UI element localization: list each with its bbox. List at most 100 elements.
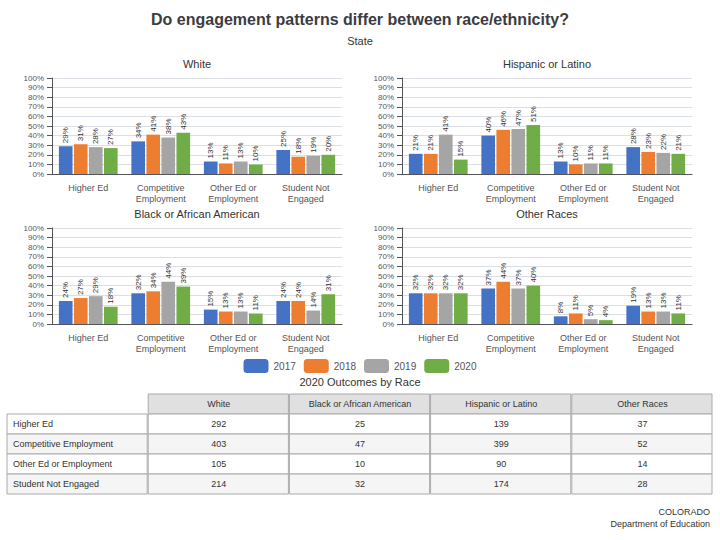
- svg-text:37%: 37%: [484, 269, 493, 285]
- svg-text:Do engagement patterns differ: Do engagement patterns differ between ra…: [151, 11, 569, 28]
- svg-text:80%: 80%: [28, 243, 44, 252]
- svg-text:Higher Ed: Higher Ed: [13, 419, 53, 429]
- svg-text:Competitive Employment: Competitive Employment: [13, 439, 114, 449]
- svg-text:Engaged: Engaged: [638, 194, 674, 204]
- svg-text:Competitive: Competitive: [137, 183, 185, 193]
- svg-text:60%: 60%: [28, 112, 44, 121]
- svg-text:34%: 34%: [149, 272, 158, 288]
- svg-text:32%: 32%: [134, 274, 143, 290]
- svg-text:44%: 44%: [499, 263, 508, 279]
- svg-text:13%: 13%: [236, 293, 245, 309]
- svg-text:50%: 50%: [378, 272, 394, 281]
- svg-text:40%: 40%: [378, 131, 394, 140]
- svg-text:13%: 13%: [659, 293, 668, 309]
- svg-text:Student Not: Student Not: [632, 183, 680, 193]
- svg-text:25%: 25%: [279, 131, 288, 147]
- svg-text:Competitive: Competitive: [487, 333, 535, 343]
- svg-text:Department of Education: Department of Education: [610, 519, 710, 529]
- svg-text:30%: 30%: [28, 141, 44, 150]
- svg-text:80%: 80%: [28, 93, 44, 102]
- svg-text:Competitive: Competitive: [137, 333, 185, 343]
- svg-text:52: 52: [637, 439, 647, 449]
- svg-text:10%: 10%: [571, 145, 580, 161]
- svg-text:Student Not: Student Not: [282, 183, 330, 193]
- svg-text:Other Ed or: Other Ed or: [560, 183, 607, 193]
- svg-text:Employment: Employment: [208, 194, 259, 204]
- svg-text:28: 28: [637, 479, 647, 489]
- svg-text:11%: 11%: [674, 295, 683, 310]
- svg-text:Other Ed or: Other Ed or: [210, 183, 257, 193]
- svg-text:2020 Outcomes by Race: 2020 Outcomes by Race: [299, 376, 420, 388]
- svg-text:19%: 19%: [629, 287, 638, 303]
- svg-text:70%: 70%: [378, 252, 394, 261]
- svg-text:100%: 100%: [374, 74, 394, 83]
- svg-text:24%: 24%: [61, 282, 70, 298]
- svg-text:COLORADO: COLORADO: [658, 507, 710, 517]
- svg-text:Employment: Employment: [558, 344, 609, 354]
- svg-text:20%: 20%: [378, 300, 394, 309]
- svg-text:11%: 11%: [601, 145, 610, 160]
- svg-text:43%: 43%: [179, 114, 188, 130]
- svg-text:22%: 22%: [659, 134, 668, 150]
- svg-text:2019: 2019: [394, 361, 417, 372]
- svg-text:28%: 28%: [91, 128, 100, 144]
- svg-text:Employment: Employment: [558, 194, 609, 204]
- svg-text:Other Ed or: Other Ed or: [560, 333, 607, 343]
- svg-text:13%: 13%: [236, 143, 245, 159]
- svg-text:41%: 41%: [149, 116, 158, 132]
- svg-text:32%: 32%: [456, 274, 465, 290]
- svg-text:15%: 15%: [206, 291, 215, 307]
- svg-text:30%: 30%: [378, 141, 394, 150]
- svg-text:90%: 90%: [378, 83, 394, 92]
- svg-text:139: 139: [494, 419, 509, 429]
- svg-text:40%: 40%: [378, 281, 394, 290]
- svg-text:28%: 28%: [629, 128, 638, 144]
- svg-text:11%: 11%: [571, 295, 580, 310]
- svg-text:90%: 90%: [378, 233, 394, 242]
- svg-text:15%: 15%: [456, 141, 465, 157]
- svg-text:10%: 10%: [28, 310, 44, 319]
- svg-text:31%: 31%: [324, 275, 333, 291]
- svg-text:30%: 30%: [28, 291, 44, 300]
- svg-text:4%: 4%: [601, 306, 610, 318]
- svg-text:10%: 10%: [28, 160, 44, 169]
- svg-text:292: 292: [211, 419, 226, 429]
- svg-text:State: State: [347, 35, 373, 47]
- svg-text:50%: 50%: [378, 122, 394, 131]
- svg-text:10%: 10%: [378, 310, 394, 319]
- svg-text:21%: 21%: [411, 135, 420, 151]
- svg-text:2018: 2018: [334, 361, 357, 372]
- svg-text:37: 37: [637, 419, 647, 429]
- svg-text:47%: 47%: [514, 110, 523, 126]
- svg-text:Student Not Engaged: Student Not Engaged: [13, 479, 99, 489]
- svg-text:399: 399: [494, 439, 509, 449]
- svg-text:Employment: Employment: [486, 194, 537, 204]
- svg-text:20%: 20%: [324, 136, 333, 152]
- svg-text:Employment: Employment: [486, 344, 537, 354]
- svg-text:25: 25: [355, 419, 365, 429]
- svg-text:403: 403: [211, 439, 226, 449]
- svg-text:Employment: Employment: [136, 194, 187, 204]
- svg-text:0%: 0%: [32, 320, 44, 329]
- svg-text:80%: 80%: [378, 93, 394, 102]
- svg-text:19%: 19%: [309, 137, 318, 153]
- svg-text:Hispanic or Latino: Hispanic or Latino: [465, 399, 537, 409]
- svg-text:8%: 8%: [556, 302, 565, 314]
- svg-text:50%: 50%: [28, 272, 44, 281]
- svg-text:60%: 60%: [378, 262, 394, 271]
- svg-text:100%: 100%: [24, 224, 44, 233]
- svg-text:Other Races: Other Races: [617, 399, 668, 409]
- svg-text:Competitive: Competitive: [487, 183, 535, 193]
- svg-text:20%: 20%: [28, 300, 44, 309]
- svg-text:27%: 27%: [76, 279, 85, 295]
- svg-text:Other Ed or: Other Ed or: [210, 333, 257, 343]
- svg-text:18%: 18%: [294, 138, 303, 154]
- svg-text:34%: 34%: [134, 122, 143, 138]
- svg-text:60%: 60%: [28, 262, 44, 271]
- svg-text:40%: 40%: [484, 117, 493, 133]
- svg-text:40%: 40%: [529, 267, 538, 283]
- svg-text:21%: 21%: [426, 135, 435, 151]
- svg-text:13%: 13%: [644, 293, 653, 309]
- svg-text:32%: 32%: [426, 274, 435, 290]
- svg-text:90%: 90%: [28, 83, 44, 92]
